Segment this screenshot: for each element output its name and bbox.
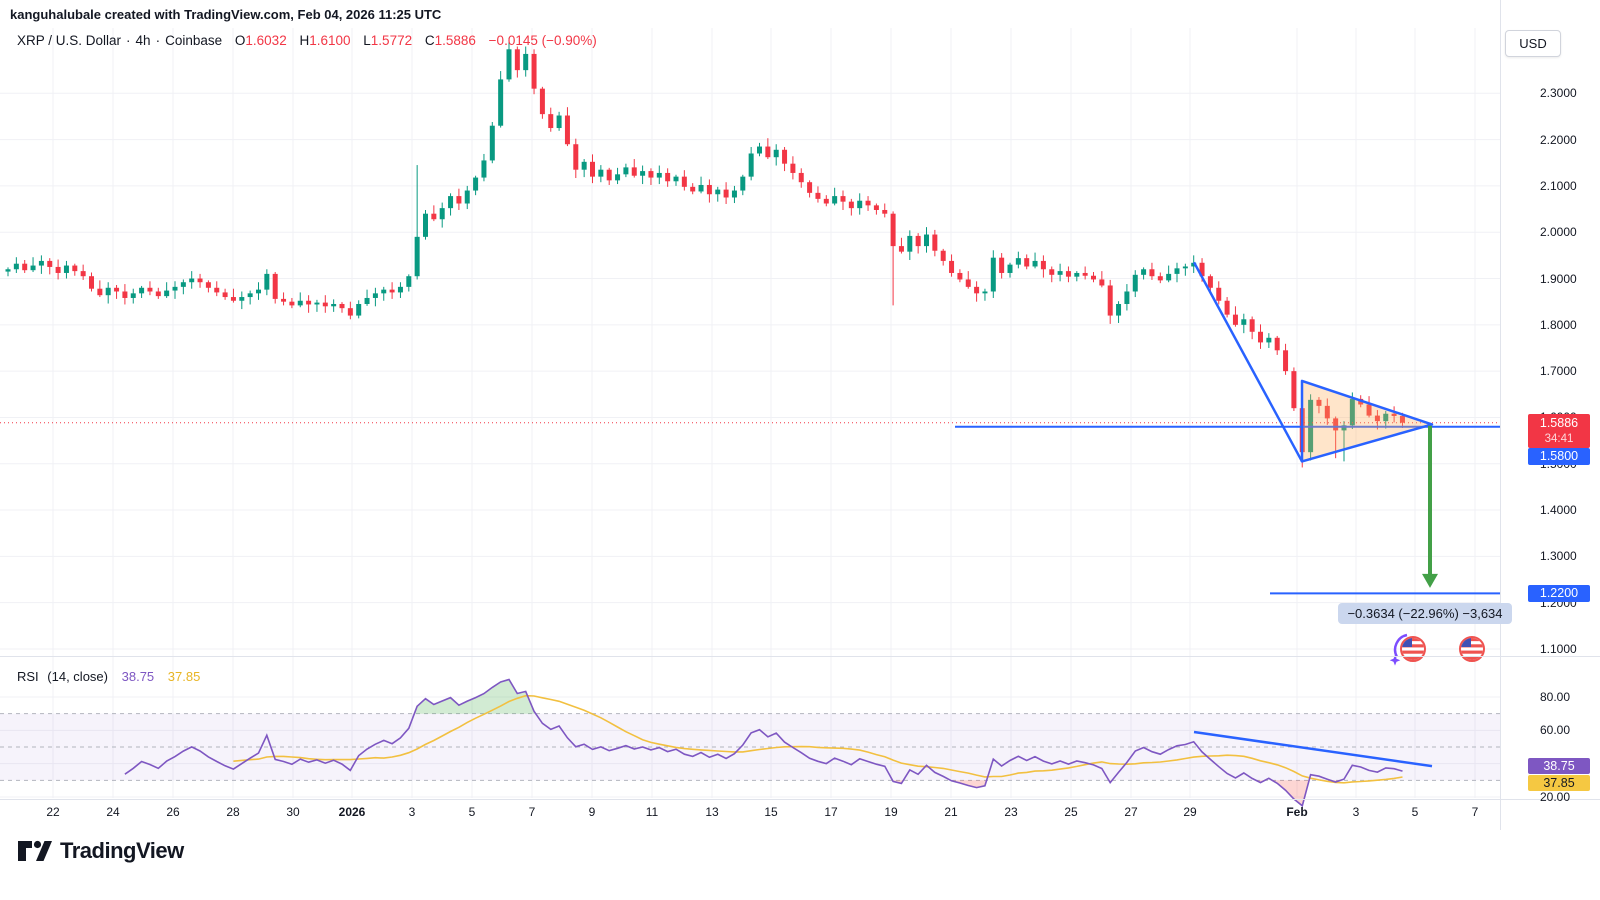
sparkle-star-icon <box>1389 655 1401 666</box>
price-tick-label: 1.3000 <box>1540 549 1577 564</box>
time-tick-label: 15 <box>764 805 778 819</box>
time-tick-label: 30 <box>286 805 300 819</box>
close-label: C <box>424 33 435 48</box>
low-label: L <box>363 33 371 48</box>
last-price-value: 1.5886 <box>1539 415 1579 430</box>
sparkle-arc-icon <box>1393 633 1408 658</box>
time-tick-label: 23 <box>1004 805 1018 819</box>
symbol-name[interactable]: XRP / U.S. Dollar <box>17 33 122 48</box>
price-tick-label: 2.2000 <box>1540 132 1577 147</box>
time-tick-label: 9 <box>588 805 596 819</box>
open-value: 1.6032 <box>245 33 287 48</box>
target-price-label: 1.2200 <box>1528 584 1590 602</box>
time-tick-label: 27 <box>1124 805 1138 819</box>
rsi-trendline-drawing[interactable] <box>1193 730 1433 768</box>
rsi-params: (14, close) <box>47 669 108 684</box>
close-value: 1.5886 <box>434 33 476 48</box>
open-label: O <box>234 33 246 48</box>
time-tick-label: 13 <box>705 805 719 819</box>
price-tick-label: 1.4000 <box>1540 503 1577 518</box>
time-tick-label: 25 <box>1064 805 1078 819</box>
low-value: 1.5772 <box>370 33 413 48</box>
currency-unit-button[interactable]: USD <box>1505 30 1561 57</box>
rsi-tick-label: 20.00 <box>1540 790 1571 804</box>
time-tick-label: 11 <box>645 805 659 819</box>
flagpole-line[interactable] <box>1192 261 1304 463</box>
time-tick-label: 3 <box>1352 805 1360 819</box>
grid <box>0 28 1500 798</box>
last-price-label: 1.5886 34:41 <box>1528 413 1590 448</box>
bar-countdown: 34:41 <box>1544 432 1574 445</box>
price-axis-separator <box>1500 0 1501 830</box>
tradingview-logo[interactable]: TradingView <box>16 838 184 864</box>
time-tick-label: 5 <box>468 805 476 819</box>
high-label: H <box>299 33 310 48</box>
rsi-ma-value-label: 37.85 <box>1528 774 1590 791</box>
tradingview-logomark <box>18 840 52 861</box>
rsi-value-label: 38.75 <box>1528 757 1590 774</box>
tradingview-wordmark: TradingView <box>60 838 184 863</box>
rsi-overbought-fill <box>414 679 536 714</box>
price-tick-label: 2.1000 <box>1540 178 1577 193</box>
rsi-legend: RSI (14, close) 38.75 37.85 <box>17 669 200 684</box>
rsi-tick-label: 60.00 <box>1540 723 1571 738</box>
price-tick-label: 1.7000 <box>1540 364 1577 379</box>
time-tick-label: 28 <box>226 805 240 819</box>
time-tick-label: 21 <box>944 805 958 819</box>
rsi-title[interactable]: RSI <box>17 669 39 684</box>
pennant-drawing[interactable] <box>1300 379 1434 463</box>
time-tick-label: 7 <box>528 805 536 819</box>
time-tick-label: 19 <box>884 805 898 819</box>
price-tick-label: 1.8000 <box>1540 317 1577 332</box>
symbol-legend: XRP / U.S. Dollar · 4h · Coinbase O1.6032 H1… <box>17 33 597 48</box>
price-tick-label: 1.1000 <box>1540 641 1577 656</box>
rsi-value: 38.75 <box>121 669 155 684</box>
target-arrow-head[interactable] <box>1422 573 1438 588</box>
price-tick-label: 2.3000 <box>1540 86 1577 101</box>
time-axis-separator <box>0 799 1600 800</box>
time-tick-label: 26 <box>166 805 180 819</box>
us-flag-icon[interactable] <box>1459 636 1485 662</box>
rsi-band <box>0 713 1500 781</box>
high-value: 1.6100 <box>309 33 351 48</box>
change-value: −0.0145 (−0.90%) <box>488 33 597 48</box>
time-tick-label: 3 <box>408 805 416 819</box>
rsi-line <box>124 678 1403 808</box>
chart-canvas[interactable] <box>0 0 1600 832</box>
entry-price-label: 1.5800 <box>1528 447 1590 465</box>
price-tick-label: 2.0000 <box>1540 225 1577 240</box>
rsi-ma-value: 37.85 <box>167 669 201 684</box>
attribution-text: kanguhalubale created with TradingView.c… <box>10 7 442 22</box>
candlestick-series <box>5 37 1405 468</box>
time-tick-label: 7 <box>1471 805 1479 819</box>
measurement-label[interactable]: −0.3634 (−22.96%) −3,634 <box>1338 603 1512 624</box>
rsi-tick-label: 80.00 <box>1540 690 1571 704</box>
exchange: Coinbase <box>165 33 223 48</box>
interval[interactable]: 4h <box>135 33 151 48</box>
pane-separator[interactable] <box>0 656 1600 657</box>
time-tick-label: 2026 <box>338 805 366 819</box>
time-tick-label: 5 <box>1411 805 1419 819</box>
time-tick-label: 22 <box>46 805 60 819</box>
price-tick-label: 1.9000 <box>1540 271 1577 286</box>
time-tick-label: 17 <box>824 805 838 819</box>
time-tick-label: 29 <box>1183 805 1197 819</box>
time-tick-label: Feb <box>1286 805 1308 819</box>
us-flag-icon[interactable] <box>1389 633 1426 666</box>
time-tick-label: 24 <box>106 805 120 819</box>
